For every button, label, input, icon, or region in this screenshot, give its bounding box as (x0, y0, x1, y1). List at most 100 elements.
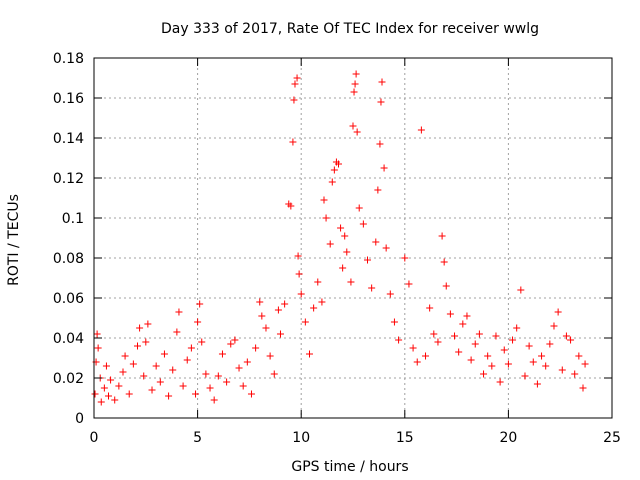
data-point (102, 362, 110, 370)
data-point (405, 280, 413, 288)
data-point (266, 352, 274, 360)
y-tick-label: 0 (75, 411, 84, 427)
data-point (459, 320, 467, 328)
data-point (496, 378, 504, 386)
x-tick-label: 5 (193, 430, 202, 446)
data-point (368, 284, 376, 292)
axis-ticks (93, 57, 613, 419)
data-point (142, 338, 150, 346)
data-point (378, 78, 386, 86)
data-point (554, 308, 562, 316)
data-point (94, 344, 102, 352)
chart-title: Day 333 of 2017, Rate Of TEC Index for r… (161, 21, 539, 37)
data-point (218, 350, 226, 358)
data-point (198, 338, 206, 346)
data-point (134, 342, 142, 350)
data-point (542, 362, 550, 370)
data-point (247, 390, 255, 398)
data-point (377, 98, 385, 106)
data-point (274, 306, 282, 314)
data-point (121, 352, 129, 360)
data-point (538, 352, 546, 360)
data-point (500, 346, 508, 354)
data-point (517, 286, 525, 294)
data-point (546, 340, 554, 348)
data-point (390, 318, 398, 326)
data-point (276, 330, 284, 338)
data-point (571, 370, 579, 378)
data-point (488, 362, 496, 370)
data-point (194, 318, 202, 326)
data-point (341, 232, 349, 240)
data-point (129, 360, 137, 368)
data-point (301, 318, 309, 326)
data-point (119, 368, 127, 376)
data-point (294, 252, 302, 260)
data-point (334, 160, 342, 168)
data-point (320, 196, 328, 204)
data-point (290, 96, 298, 104)
data-point (376, 140, 384, 148)
data-point (525, 342, 533, 350)
data-point (252, 344, 260, 352)
data-point (223, 378, 231, 386)
data-point (353, 128, 361, 136)
data-point (579, 384, 587, 392)
data-point (295, 270, 303, 278)
y-tick-label: 0.1 (62, 211, 84, 227)
x-tick-label: 25 (603, 430, 621, 446)
data-point (165, 392, 173, 400)
data-point (529, 358, 537, 366)
x-tick-label: 0 (90, 430, 99, 446)
data-point (310, 304, 318, 312)
data-point (581, 360, 589, 368)
data-point (442, 282, 450, 290)
data-point (380, 164, 388, 172)
data-point (480, 370, 488, 378)
data-point (558, 366, 566, 374)
data-point (210, 396, 218, 404)
data-point (93, 330, 101, 338)
data-point (455, 348, 463, 356)
data-point (471, 340, 479, 348)
data-point (214, 372, 222, 380)
data-point (136, 324, 144, 332)
data-point (533, 380, 541, 388)
y-tick-label: 0.02 (53, 371, 84, 387)
data-point (550, 322, 558, 330)
x-tick-label: 20 (499, 430, 517, 446)
data-point (364, 256, 372, 264)
data-point (521, 372, 529, 380)
data-point (575, 352, 583, 360)
data-point (156, 378, 164, 386)
data-point (107, 376, 115, 384)
y-axis-label: ROTI / TECUs (6, 194, 22, 286)
data-point (401, 254, 409, 262)
data-point (227, 340, 235, 348)
data-point (409, 344, 417, 352)
data-point (175, 308, 183, 316)
data-point (504, 360, 512, 368)
data-point (513, 324, 521, 332)
data-point (183, 356, 191, 364)
data-point (144, 320, 152, 328)
data-point (326, 240, 334, 248)
data-point (318, 298, 326, 306)
data-point (355, 204, 363, 212)
grid-lines (94, 58, 612, 418)
data-point (297, 290, 305, 298)
data-point (567, 336, 575, 344)
data-point (202, 370, 210, 378)
data-point (322, 214, 330, 222)
data-point (382, 244, 390, 252)
data-point (562, 332, 570, 340)
data-point (372, 238, 380, 246)
data-point (169, 366, 177, 374)
x-tick-label: 15 (396, 430, 414, 446)
data-point (192, 390, 200, 398)
data-point (349, 122, 357, 130)
data-point (305, 350, 313, 358)
y-tick-label: 0.04 (53, 331, 84, 347)
data-point (270, 370, 278, 378)
data-point (359, 220, 367, 228)
